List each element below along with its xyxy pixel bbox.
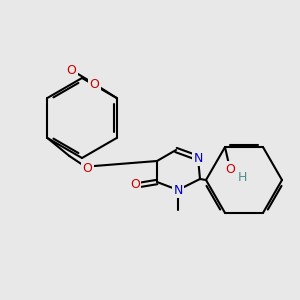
Text: O: O: [82, 161, 92, 175]
Text: N: N: [193, 152, 203, 164]
Text: O: O: [67, 64, 76, 77]
Text: O: O: [225, 163, 235, 176]
Text: N: N: [173, 184, 183, 196]
Text: H: H: [237, 171, 247, 184]
Text: O: O: [130, 178, 140, 191]
Text: O: O: [90, 77, 100, 91]
